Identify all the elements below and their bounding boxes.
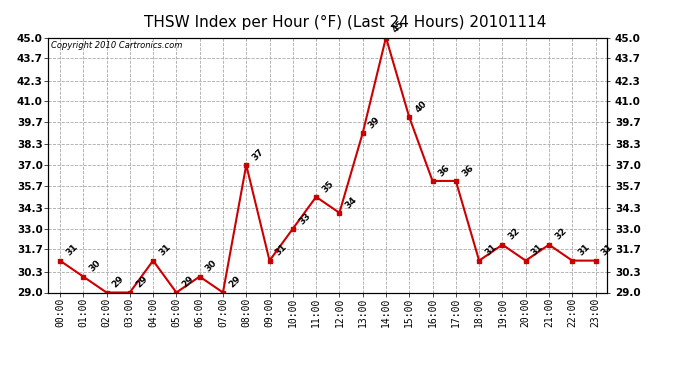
Text: Copyright 2010 Cartronics.com: Copyright 2010 Cartronics.com [51, 41, 182, 50]
Text: 30: 30 [88, 259, 103, 274]
Text: 32: 32 [506, 227, 522, 242]
Text: 33: 33 [297, 211, 312, 226]
Text: 34: 34 [344, 195, 359, 210]
Text: 29: 29 [227, 274, 242, 290]
Text: 31: 31 [274, 243, 289, 258]
Text: 32: 32 [553, 227, 569, 242]
Text: 31: 31 [576, 243, 591, 258]
Text: 29: 29 [181, 274, 196, 290]
Text: 36: 36 [460, 163, 475, 178]
Text: 31: 31 [157, 243, 172, 258]
Text: 36: 36 [437, 163, 452, 178]
Text: 31: 31 [64, 243, 79, 258]
Text: 31: 31 [600, 243, 615, 258]
Text: 37: 37 [250, 147, 266, 162]
Text: 35: 35 [320, 179, 335, 194]
Text: 39: 39 [367, 115, 382, 130]
Text: 31: 31 [483, 243, 498, 258]
Text: 31: 31 [530, 243, 545, 258]
Text: 29: 29 [134, 274, 149, 290]
Text: THSW Index per Hour (°F) (Last 24 Hours) 20101114: THSW Index per Hour (°F) (Last 24 Hours)… [144, 15, 546, 30]
Text: 45: 45 [390, 20, 406, 35]
Text: 30: 30 [204, 259, 219, 274]
Text: 29: 29 [110, 274, 126, 290]
Text: 40: 40 [413, 99, 428, 114]
